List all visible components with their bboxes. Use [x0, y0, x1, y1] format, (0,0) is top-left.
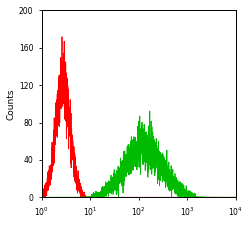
Y-axis label: Counts: Counts — [7, 88, 16, 120]
